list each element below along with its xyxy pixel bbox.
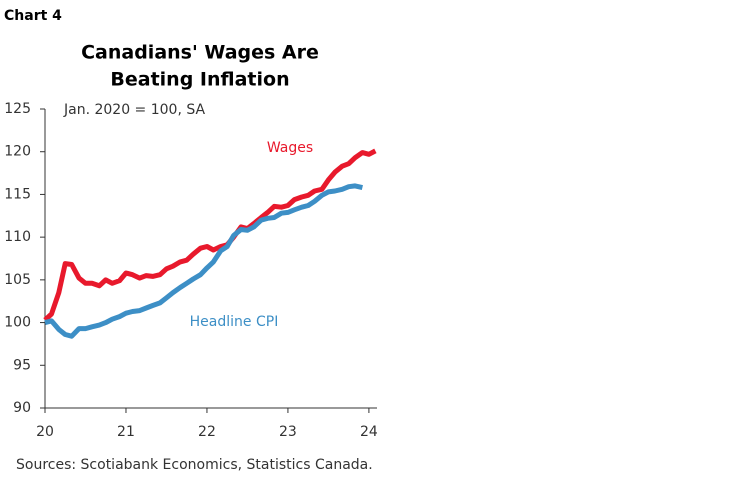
x-tick-label: 20 [36, 424, 54, 440]
chart-title: Beating Inflation [110, 69, 289, 91]
chart-subtitle: Jan. 2020 = 100, SA [63, 102, 206, 118]
y-tick-label: 125 [4, 101, 31, 117]
x-tick-label: 24 [360, 424, 378, 440]
chart-title: Canadians' Wages Are [81, 42, 319, 64]
x-tick-label: 23 [279, 424, 297, 440]
y-tick-label: 115 [4, 186, 31, 202]
series-line [43, 148, 377, 322]
y-tick-label: 120 [4, 144, 31, 160]
y-tick-label: 95 [13, 357, 31, 373]
source-note: Sources: Scotiabank Economics, Statistic… [16, 457, 373, 473]
series-label: Wages [267, 140, 313, 156]
y-tick-label: 105 [4, 272, 31, 288]
series-label: Headline CPI [190, 314, 279, 330]
chart-label: Chart 4 [4, 8, 62, 24]
x-tick-label: 21 [117, 424, 135, 440]
series-line [44, 183, 363, 339]
y-tick-label: 90 [13, 400, 31, 416]
x-tick-label: 22 [198, 424, 216, 440]
y-tick-label: 100 [4, 315, 31, 331]
y-tick-label: 110 [4, 229, 31, 245]
